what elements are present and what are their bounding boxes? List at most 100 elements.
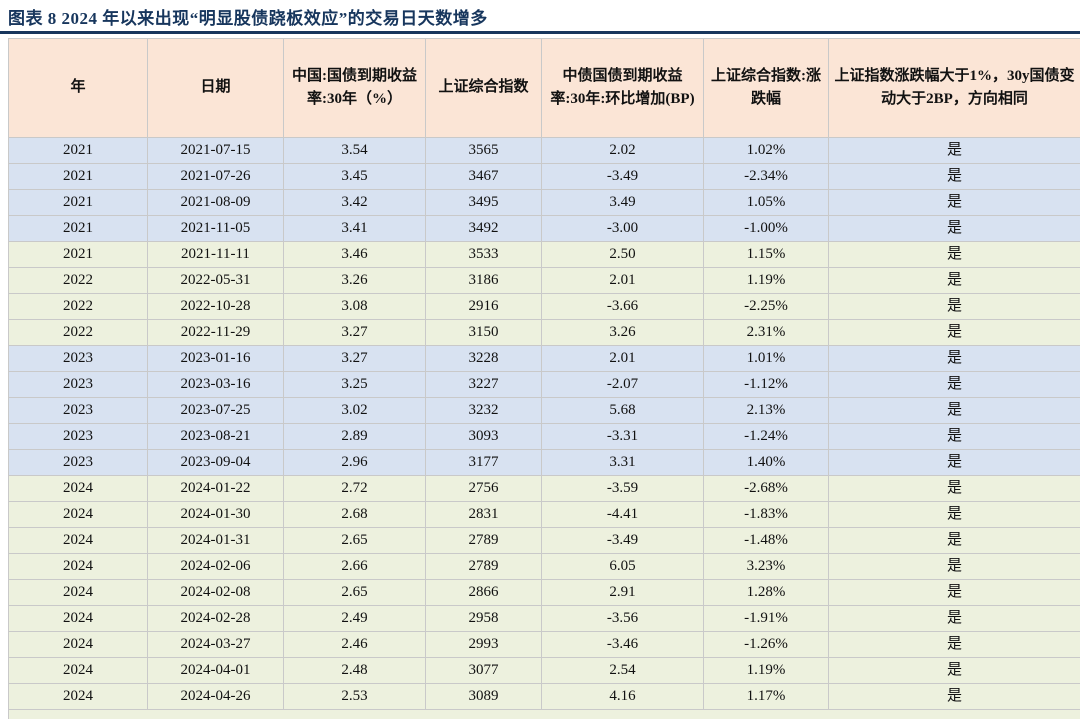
header-yield-30y: 中国:国债到期收益率:30年（%） bbox=[283, 38, 426, 138]
cell-date: 2024-03-27 bbox=[147, 631, 284, 658]
cell-same-direction-flag: 是 bbox=[828, 267, 1080, 294]
cell-date: 2024-02-06 bbox=[147, 553, 284, 580]
cell-year: 2024 bbox=[8, 501, 148, 528]
cell-date: 2022-11-29 bbox=[147, 319, 284, 346]
cell-yield-30y: 3.42 bbox=[283, 189, 426, 216]
cell-yield-chg-bp: 2.50 bbox=[541, 241, 704, 268]
cell-date: 2022-10-28 bbox=[147, 293, 284, 320]
cell-date: 2024-02-28 bbox=[147, 605, 284, 632]
cell-same-direction-flag: 是 bbox=[828, 579, 1080, 606]
cell-same-direction-flag: 是 bbox=[828, 241, 1080, 268]
header-sse-chg-pct: 上证综合指数:涨跌幅 bbox=[703, 38, 829, 138]
table-row: 2024 2024-01-22 2.72 2756 -3.59 -2.68% 是 bbox=[8, 475, 1080, 502]
cell-sse-chg-pct: 1.02% bbox=[703, 137, 829, 164]
table-row: 2023 2023-01-16 3.27 3228 2.01 1.01% 是 bbox=[8, 345, 1080, 372]
table-row: 2023 2023-09-04 2.96 3177 3.31 1.40% 是 bbox=[8, 449, 1080, 476]
cell-sse-chg-pct: 2.13% bbox=[703, 397, 829, 424]
cell-yield-chg-bp: 3.26 bbox=[541, 319, 704, 346]
cell-sse-chg-pct: 1.19% bbox=[703, 267, 829, 294]
cell-yield-30y: 3.02 bbox=[283, 397, 426, 424]
cell-yield-chg-bp: -4.41 bbox=[541, 501, 704, 528]
cell-sse-chg-pct: 1.19% bbox=[703, 657, 829, 684]
cell-sse-chg-pct: -1.91% bbox=[703, 605, 829, 632]
cell-yield-30y: 2.65 bbox=[283, 579, 426, 606]
cell-same-direction-flag: 是 bbox=[828, 475, 1080, 502]
cell-same-direction-flag: 是 bbox=[828, 137, 1080, 164]
cell-sse-chg-pct: 2.31% bbox=[703, 319, 829, 346]
cell-year: 2024 bbox=[8, 527, 148, 554]
cell-yield-chg-bp: -3.00 bbox=[541, 215, 704, 242]
cell-same-direction-flag: 是 bbox=[828, 527, 1080, 554]
cell-yield-chg-bp: -2.07 bbox=[541, 371, 704, 398]
table-row: 2023 2023-08-21 2.89 3093 -3.31 -1.24% 是 bbox=[8, 423, 1080, 450]
table-row: 2021 2021-07-26 3.45 3467 -3.49 -2.34% 是 bbox=[8, 163, 1080, 190]
cell-yield-chg-bp: 2.54 bbox=[541, 657, 704, 684]
cell-sse-index: 3495 bbox=[425, 189, 542, 216]
table-row: 2024 2024-02-06 2.66 2789 6.05 3.23% 是 bbox=[8, 553, 1080, 580]
table-row: 2023 2023-03-16 3.25 3227 -2.07 -1.12% 是 bbox=[8, 371, 1080, 398]
table-row: 2023 2023-07-25 3.02 3232 5.68 2.13% 是 bbox=[8, 397, 1080, 424]
cell-date: 2021-07-15 bbox=[147, 137, 284, 164]
cell-sse-chg-pct: -1.12% bbox=[703, 371, 829, 398]
cell-same-direction-flag: 是 bbox=[828, 345, 1080, 372]
cell-yield-30y: 3.41 bbox=[283, 215, 426, 242]
cell-sse-index: 3093 bbox=[425, 423, 542, 450]
cell-yield-30y: 2.66 bbox=[283, 553, 426, 580]
cell-year: 2024 bbox=[8, 657, 148, 684]
cell-year: 2023 bbox=[8, 449, 148, 476]
cell-date: 2024-01-31 bbox=[147, 527, 284, 554]
cell-sse-index: 3467 bbox=[425, 163, 542, 190]
cell-sse-index: 2789 bbox=[425, 527, 542, 554]
cell-date: 2021-11-05 bbox=[147, 215, 284, 242]
cell-yield-chg-bp: 3.49 bbox=[541, 189, 704, 216]
cell-date: 2021-07-26 bbox=[147, 163, 284, 190]
cell-year: 2021 bbox=[8, 241, 148, 268]
cell-date: 2024-01-30 bbox=[147, 501, 284, 528]
cell-sse-chg-pct: -2.68% bbox=[703, 475, 829, 502]
cell-yield-chg-bp: 4.16 bbox=[541, 683, 704, 710]
cell-yield-30y: 3.45 bbox=[283, 163, 426, 190]
table-row: 2021 2021-07-15 3.54 3565 2.02 1.02% 是 bbox=[8, 137, 1080, 164]
cell-yield-30y: 2.53 bbox=[283, 683, 426, 710]
cell-sse-index: 2866 bbox=[425, 579, 542, 606]
cell-yield-30y: 3.27 bbox=[283, 319, 426, 346]
cell-date: 2021-08-09 bbox=[147, 189, 284, 216]
cell-sse-index: 2756 bbox=[425, 475, 542, 502]
cell-year: 2021 bbox=[8, 189, 148, 216]
cell-same-direction-flag: 是 bbox=[828, 683, 1080, 710]
cell-yield-chg-bp: -3.59 bbox=[541, 475, 704, 502]
cell-year: 2022 bbox=[8, 319, 148, 346]
cell-yield-chg-bp: -3.31 bbox=[541, 423, 704, 450]
cell-date: 2024-04-26 bbox=[147, 683, 284, 710]
cell-sse-index: 3492 bbox=[425, 215, 542, 242]
cell-yield-30y: 2.89 bbox=[283, 423, 426, 450]
cell-yield-chg-bp: 2.02 bbox=[541, 137, 704, 164]
cell-year: 2024 bbox=[8, 579, 148, 606]
cell-date: 2024-01-22 bbox=[147, 475, 284, 502]
table-row: 2022 2022-10-28 3.08 2916 -3.66 -2.25% 是 bbox=[8, 293, 1080, 320]
header-year: 年 bbox=[8, 38, 148, 138]
cell-same-direction-flag: 是 bbox=[828, 449, 1080, 476]
cell-yield-chg-bp: -3.66 bbox=[541, 293, 704, 320]
cell-year: 2024 bbox=[8, 605, 148, 632]
cell-sse-chg-pct: 1.01% bbox=[703, 345, 829, 372]
cell-sse-chg-pct: 1.40% bbox=[703, 449, 829, 476]
cutoff-next-row bbox=[8, 710, 1080, 719]
cell-same-direction-flag: 是 bbox=[828, 631, 1080, 658]
cell-date: 2021-11-11 bbox=[147, 241, 284, 268]
cell-sse-index: 3565 bbox=[425, 137, 542, 164]
cell-yield-30y: 3.08 bbox=[283, 293, 426, 320]
cell-same-direction-flag: 是 bbox=[828, 423, 1080, 450]
cell-same-direction-flag: 是 bbox=[828, 501, 1080, 528]
cell-same-direction-flag: 是 bbox=[828, 397, 1080, 424]
cell-year: 2021 bbox=[8, 163, 148, 190]
cell-yield-30y: 2.46 bbox=[283, 631, 426, 658]
cell-sse-index: 3186 bbox=[425, 267, 542, 294]
cell-yield-30y: 3.54 bbox=[283, 137, 426, 164]
header-yield-chg-bp: 中债国债到期收益率:30年:环比增加(BP) bbox=[541, 38, 704, 138]
cell-sse-chg-pct: 1.05% bbox=[703, 189, 829, 216]
cell-date: 2023-08-21 bbox=[147, 423, 284, 450]
table-row: 2022 2022-05-31 3.26 3186 2.01 1.19% 是 bbox=[8, 267, 1080, 294]
cell-year: 2023 bbox=[8, 423, 148, 450]
cell-sse-index: 3089 bbox=[425, 683, 542, 710]
